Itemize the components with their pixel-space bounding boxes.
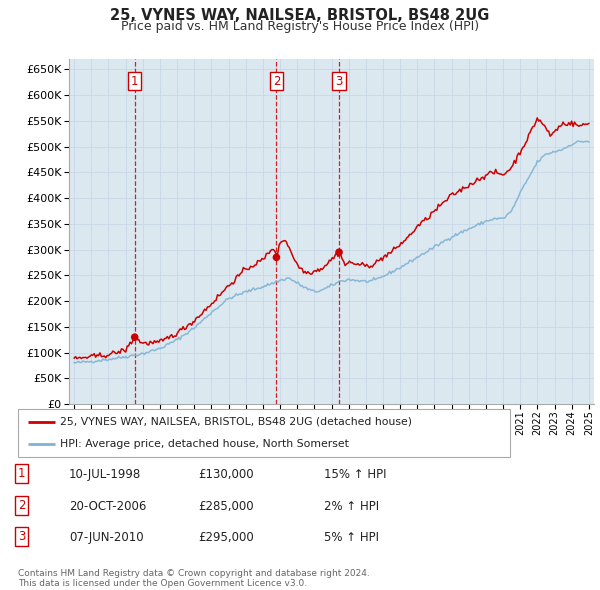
Point [334, 247, 344, 257]
Point [272, 253, 281, 262]
Text: 07-JUN-2010: 07-JUN-2010 [69, 531, 143, 544]
Text: 1: 1 [131, 74, 139, 87]
Text: Price paid vs. HM Land Registry's House Price Index (HPI): Price paid vs. HM Land Registry's House … [121, 20, 479, 33]
Text: 2: 2 [18, 499, 25, 512]
Text: £130,000: £130,000 [198, 468, 254, 481]
Text: 2: 2 [272, 74, 280, 87]
Text: 3: 3 [335, 74, 343, 87]
Text: 5% ↑ HPI: 5% ↑ HPI [324, 531, 379, 544]
Point [130, 332, 140, 342]
Text: £285,000: £285,000 [198, 500, 254, 513]
Text: £295,000: £295,000 [198, 531, 254, 544]
Text: 20-OCT-2006: 20-OCT-2006 [69, 500, 146, 513]
Text: HPI: Average price, detached house, North Somerset: HPI: Average price, detached house, Nort… [60, 439, 349, 449]
Text: 15% ↑ HPI: 15% ↑ HPI [324, 468, 386, 481]
Text: 25, VYNES WAY, NAILSEA, BRISTOL, BS48 2UG: 25, VYNES WAY, NAILSEA, BRISTOL, BS48 2U… [110, 8, 490, 22]
Text: Contains HM Land Registry data © Crown copyright and database right 2024.
This d: Contains HM Land Registry data © Crown c… [18, 569, 370, 588]
Text: 3: 3 [18, 530, 25, 543]
Text: 25, VYNES WAY, NAILSEA, BRISTOL, BS48 2UG (detached house): 25, VYNES WAY, NAILSEA, BRISTOL, BS48 2U… [60, 417, 412, 427]
Text: 2% ↑ HPI: 2% ↑ HPI [324, 500, 379, 513]
Text: 1: 1 [18, 467, 25, 480]
Text: 10-JUL-1998: 10-JUL-1998 [69, 468, 141, 481]
